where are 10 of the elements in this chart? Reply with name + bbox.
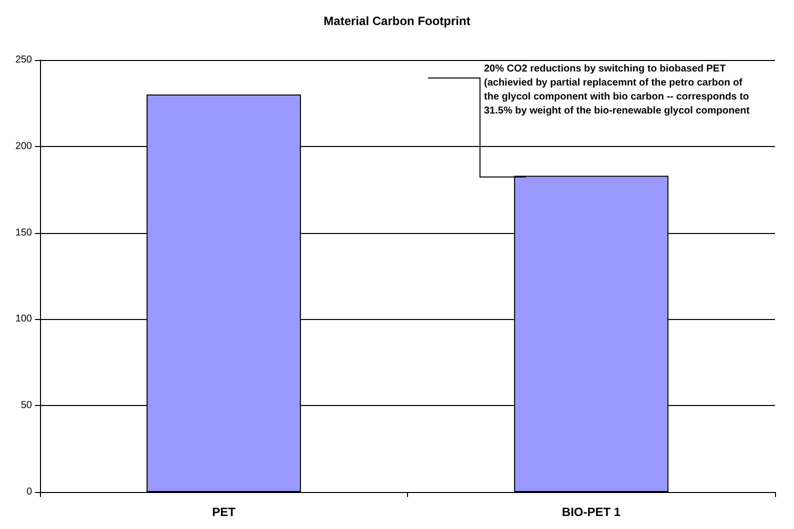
annotation: 20% CO2 reductions by switching to biobased PET (achievied by partial replacemnt of the petro carbon of the glycol component with bio carbon -- corresponds to 31.5% by weight of the bio-renewable glycol component bbox=[484, 64, 752, 116]
chart-title: Material Carbon Footprint bbox=[324, 14, 470, 28]
y-tick-label: 150 bbox=[15, 227, 32, 238]
y-tick-label: 50 bbox=[20, 400, 32, 412]
x-tick-label: PET bbox=[212, 505, 236, 519]
y-tick-label: 200 bbox=[15, 140, 32, 152]
y-tick-label: 0 bbox=[26, 486, 32, 498]
y-tick-label: 250 bbox=[15, 54, 32, 66]
x-tick-label: BIO-PET 1 bbox=[562, 505, 621, 519]
y-tick-label: 100 bbox=[15, 314, 32, 325]
